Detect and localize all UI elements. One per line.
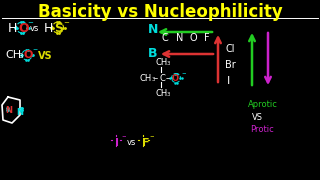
Text: O: O bbox=[190, 33, 198, 43]
Text: Cl: Cl bbox=[225, 44, 235, 54]
Text: 3: 3 bbox=[152, 77, 156, 82]
Text: vs: vs bbox=[29, 24, 39, 33]
Text: −: − bbox=[149, 133, 154, 138]
Text: −: − bbox=[27, 20, 33, 26]
Text: VS: VS bbox=[38, 51, 52, 61]
Text: N: N bbox=[148, 23, 158, 36]
Text: 3: 3 bbox=[18, 53, 22, 59]
Text: S: S bbox=[54, 22, 63, 35]
Text: B: B bbox=[148, 47, 157, 60]
Text: I: I bbox=[115, 138, 119, 148]
Text: Protic: Protic bbox=[250, 125, 274, 134]
Text: −: − bbox=[121, 133, 126, 138]
Text: CH: CH bbox=[155, 89, 167, 98]
Text: N: N bbox=[16, 108, 23, 117]
Text: H: H bbox=[44, 22, 53, 35]
Text: 3: 3 bbox=[167, 92, 171, 97]
Text: –: – bbox=[154, 74, 158, 83]
Text: F: F bbox=[142, 138, 149, 148]
Text: CH: CH bbox=[140, 74, 152, 83]
Text: CH: CH bbox=[5, 50, 21, 60]
Text: −: − bbox=[63, 20, 69, 26]
Text: VS: VS bbox=[252, 113, 263, 122]
Text: –: – bbox=[166, 74, 170, 83]
Text: −: − bbox=[181, 70, 186, 75]
Text: Aprotic: Aprotic bbox=[248, 100, 278, 109]
Text: N: N bbox=[176, 33, 183, 43]
Text: −: − bbox=[32, 46, 37, 51]
Text: C: C bbox=[160, 74, 166, 83]
Text: I: I bbox=[227, 76, 230, 86]
Text: 3: 3 bbox=[167, 61, 171, 66]
Text: H: H bbox=[8, 22, 17, 35]
Text: F: F bbox=[204, 33, 210, 43]
Text: C: C bbox=[162, 33, 169, 43]
Text: N: N bbox=[5, 106, 12, 115]
Text: Br: Br bbox=[225, 60, 236, 70]
Text: Basicity vs Nucleophilicity: Basicity vs Nucleophilicity bbox=[38, 3, 282, 21]
Text: O: O bbox=[23, 50, 32, 60]
Text: O: O bbox=[172, 74, 179, 83]
Text: CH: CH bbox=[155, 58, 167, 67]
Text: O: O bbox=[18, 22, 28, 35]
Text: vs: vs bbox=[127, 138, 136, 147]
